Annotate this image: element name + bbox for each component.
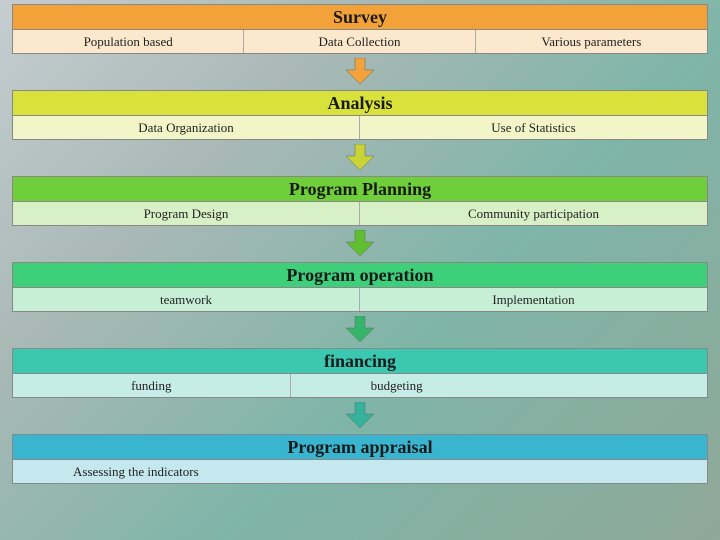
- stage-sub-item: budgeting: [291, 374, 707, 397]
- stage-3: Program operationteamworkImplementation: [12, 262, 708, 312]
- stage-sub-item: Data Organization: [13, 116, 360, 139]
- down-arrow-icon: [12, 144, 708, 170]
- stage-sub-item: teamwork: [13, 288, 360, 311]
- down-arrow-icon: [12, 58, 708, 84]
- stage-sub-item: Use of Statistics: [360, 116, 707, 139]
- stage-subrow: fundingbudgeting: [12, 374, 708, 398]
- down-arrow-icon: [12, 316, 708, 342]
- stage-subrow: Data OrganizationUse of Statistics: [12, 116, 708, 140]
- stage-header: Program appraisal: [12, 434, 708, 460]
- stage-sub-item: funding: [13, 374, 291, 397]
- stage-2: Program PlanningProgram DesignCommunity …: [12, 176, 708, 226]
- stage-header: Analysis: [12, 90, 708, 116]
- stage-5: Program appraisalAssessing the indicator…: [12, 434, 708, 484]
- stage-header: financing: [12, 348, 708, 374]
- stage-header: Program Planning: [12, 176, 708, 202]
- stage-1: AnalysisData OrganizationUse of Statisti…: [12, 90, 708, 140]
- stage-subrow: Assessing the indicators: [12, 460, 708, 484]
- stage-sub-item: Program Design: [13, 202, 360, 225]
- stage-subrow: Population basedData CollectionVarious p…: [12, 30, 708, 54]
- stage-subrow: teamworkImplementation: [12, 288, 708, 312]
- stage-sub-item: Assessing the indicators: [13, 460, 707, 483]
- stage-0: SurveyPopulation basedData CollectionVar…: [12, 4, 708, 54]
- down-arrow-icon: [12, 402, 708, 428]
- down-arrow-icon: [12, 230, 708, 256]
- stage-header: Survey: [12, 4, 708, 30]
- stage-4: financingfundingbudgeting: [12, 348, 708, 398]
- stage-header: Program operation: [12, 262, 708, 288]
- stage-sub-item: Various parameters: [476, 30, 707, 53]
- stage-sub-item: Implementation: [360, 288, 707, 311]
- stage-sub-item: Data Collection: [244, 30, 475, 53]
- stage-subrow: Program DesignCommunity participation: [12, 202, 708, 226]
- stage-sub-item: Community participation: [360, 202, 707, 225]
- stage-sub-item: Population based: [13, 30, 244, 53]
